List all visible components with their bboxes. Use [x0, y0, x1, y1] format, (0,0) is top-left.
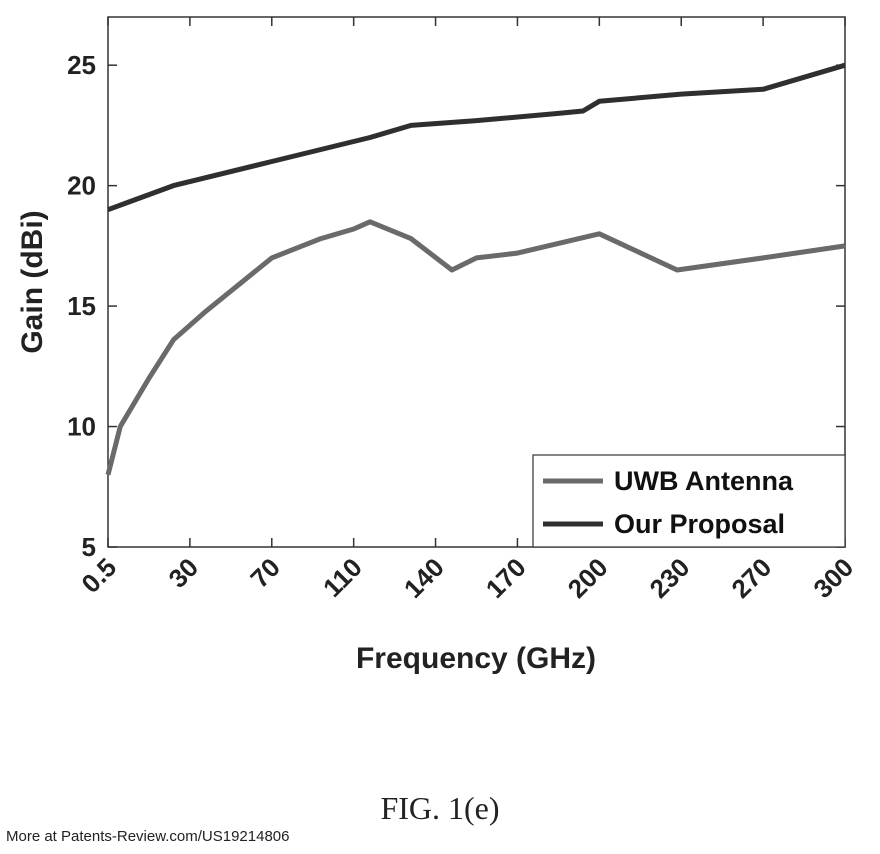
x-tick-label: 110: [317, 552, 368, 603]
figure-caption: FIG. 1(e): [380, 790, 500, 826]
x-tick-label: 200: [562, 552, 614, 604]
x-tick-label: 230: [644, 552, 696, 604]
x-tick-label: 270: [725, 552, 777, 604]
y-tick-label: 10: [67, 412, 96, 442]
y-tick-label: 20: [67, 171, 96, 201]
series-line-uwb-antenna: [105, 219, 846, 476]
x-tick-label: 140: [398, 552, 450, 604]
y-axis-label: Gain (dBi): [16, 210, 49, 353]
x-tick-label: 170: [480, 552, 532, 604]
series-line-our-proposal: [107, 62, 846, 213]
legend-label: UWB Antenna: [614, 466, 794, 496]
series-lines: [105, 62, 846, 476]
y-tick-label: 25: [67, 50, 96, 80]
y-tick-label: 15: [67, 291, 96, 321]
legend: UWB Antenna Our Proposal: [532, 454, 846, 548]
y-axis-ticks: 5 10 15 20 25: [67, 50, 845, 562]
legend-box: [532, 454, 846, 548]
legend-label: Our Proposal: [614, 509, 785, 539]
footer-source-text: More at Patents-Review.com/US19214806: [6, 828, 290, 845]
x-tick-label: 70: [244, 552, 286, 594]
y-tick-label: 5: [82, 532, 96, 562]
x-tick-label: 300: [807, 552, 859, 604]
x-tick-label: 30: [162, 552, 204, 594]
x-axis-label: Frequency (GHz): [356, 642, 596, 675]
